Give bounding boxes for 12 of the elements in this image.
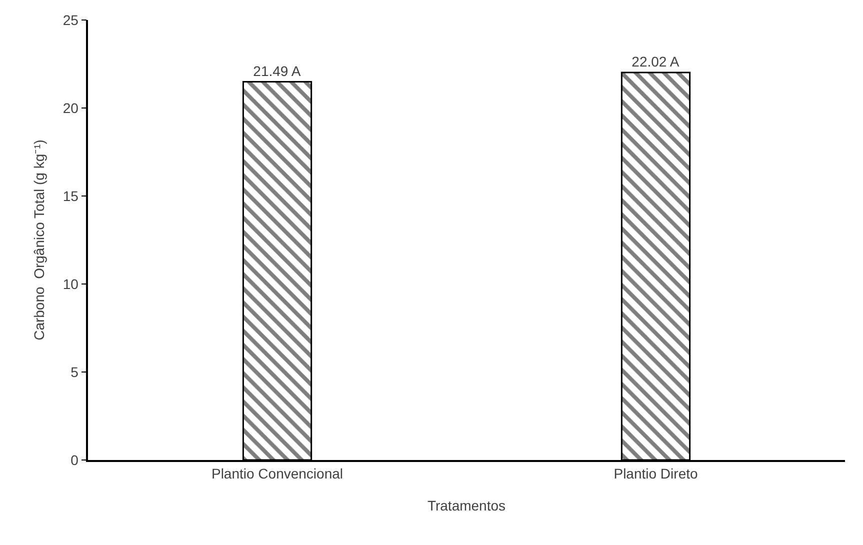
- y-tick-label: 25: [62, 12, 79, 28]
- y-tick-label: 15: [62, 188, 79, 204]
- data-label: 22.02 A: [632, 53, 680, 70]
- y-tick-label: 20: [62, 100, 79, 116]
- data-label: 21.49 A: [253, 62, 302, 79]
- x-tick-label: Plantio Convencional: [211, 466, 344, 482]
- y-tick-label: 5: [70, 364, 79, 380]
- x-tick-label: Plantio Direto: [614, 466, 698, 482]
- y-tick-label: 0: [70, 452, 79, 468]
- y-tick-label: 10: [62, 276, 79, 292]
- x-axis-title: Tratamentos: [427, 497, 506, 514]
- y-axis-title: Carbono Orgânico Total (g kg⁻¹): [30, 140, 47, 340]
